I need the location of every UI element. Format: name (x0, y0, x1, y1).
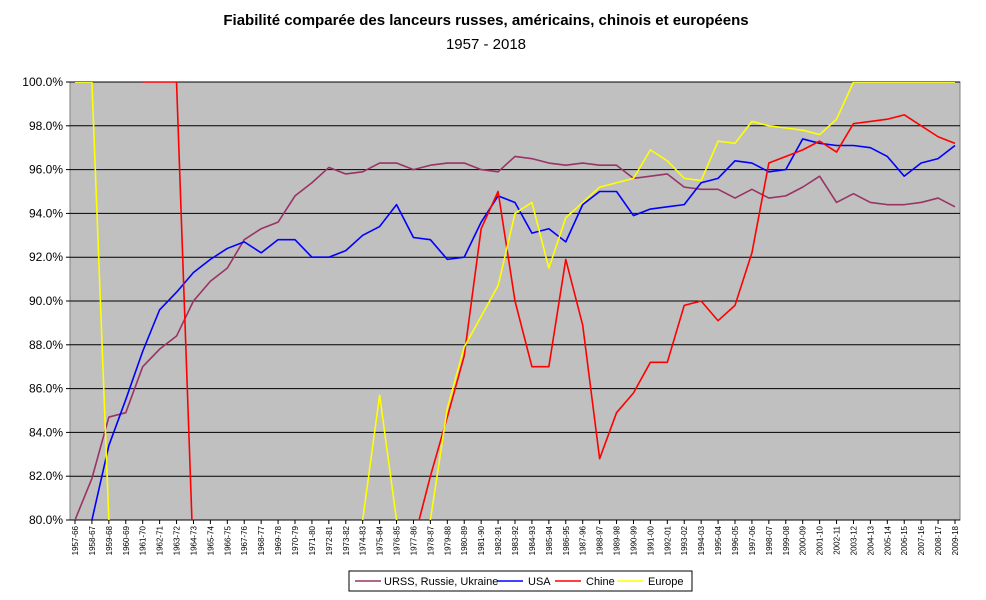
legend: URSS, Russie, Ukraine USA Chine Europe (348, 570, 693, 592)
x-tick-label: 1972-81 (325, 525, 334, 555)
x-tick-label: 1992-01 (663, 525, 672, 555)
y-tick-label: 100.0% (22, 75, 63, 89)
legend-label-usa: USA (528, 576, 551, 588)
y-tick-label: 96.0% (29, 163, 63, 177)
y-tick-label: 98.0% (29, 119, 63, 133)
x-tick-label: 1967-76 (240, 525, 249, 555)
x-tick-label: 1959-68 (105, 525, 114, 555)
x-tick-label: 1998-07 (765, 525, 774, 555)
x-tick-label: 2001-10 (816, 525, 825, 555)
y-tick-label: 90.0% (29, 294, 63, 308)
x-tick-label: 1966-75 (223, 525, 232, 555)
y-axis: 80.0% 82.0% 84.0% 86.0% 88.0% 90.0% 92.0% 94.0%… (22, 75, 70, 527)
x-tick-label: 1975-84 (376, 525, 385, 555)
y-tick-label: 86.0% (29, 382, 63, 396)
x-tick-label: 1995-04 (714, 525, 723, 555)
x-tick-label: 1957-66 (71, 525, 80, 555)
x-tick-label: 1991-00 (646, 525, 655, 555)
x-tick-label: 2006-15 (900, 525, 909, 555)
series-line-1 (91, 138, 956, 520)
x-tick-label: 1969-78 (274, 525, 283, 555)
y-tick-label: 80.0% (29, 513, 63, 527)
x-tick-label: 1970-79 (291, 525, 300, 555)
legend-label-europe: Europe (648, 576, 683, 588)
x-tick-label: 1983-92 (511, 525, 520, 555)
x-tick-label: 2008-17 (934, 525, 943, 555)
y-tick-label: 82.0% (29, 469, 63, 483)
chart-subtitle: 1957 - 2018 (446, 36, 526, 53)
x-axis: 1957-66 1958-67 1959-68 1960-69 1961-70 1962-… (70, 519, 960, 555)
y-tick-label: 92.0% (29, 250, 63, 264)
x-tick-label: 1994-03 (697, 525, 706, 555)
x-tick-label: 1971-80 (308, 525, 317, 555)
y-tick-label: 84.0% (29, 425, 63, 439)
y-tick-label: 88.0% (29, 338, 63, 352)
x-tick-label: 1981-90 (477, 525, 486, 555)
x-tick-label: 1986-95 (562, 525, 571, 555)
x-tick-label: 1996-05 (731, 525, 740, 555)
x-tick-label: 1987-96 (579, 525, 588, 555)
series-line-0 (74, 155, 956, 520)
series-lines (74, 82, 956, 520)
x-tick-label: 2000-09 (799, 525, 808, 555)
chart-title: Fiabilité comparée des lanceurs russes, … (223, 12, 748, 29)
x-tick-label: 1982-91 (494, 525, 503, 555)
x-tick-label: 1984-93 (528, 525, 537, 555)
x-tick-label: 1976-85 (393, 525, 402, 555)
x-tick-label: 1989-98 (613, 525, 622, 555)
legend-label-urss: URSS, Russie, Ukraine (384, 576, 498, 588)
y-tick-label: 94.0% (29, 206, 63, 220)
x-tick-label: 2007-16 (917, 525, 926, 555)
x-tick-label: 2004-13 (866, 525, 875, 555)
x-tick-label: 2005-14 (883, 525, 892, 555)
x-tick-label: 2003-12 (849, 525, 858, 555)
x-tick-label: 1978-87 (426, 525, 435, 555)
x-tick-label: 1963-72 (173, 525, 182, 555)
legend-label-chine: Chine (586, 576, 615, 588)
x-tick-label: 2009-18 (951, 525, 960, 555)
series-line-3 (75, 82, 955, 520)
x-tick-label: 1985-94 (545, 525, 554, 555)
series-line-2 (142, 82, 956, 520)
x-tick-label: 1993-02 (680, 525, 689, 555)
x-tick-label: 1999-08 (782, 525, 791, 555)
x-tick-label: 1968-77 (257, 525, 266, 555)
x-tick-label: 1997-06 (748, 525, 757, 555)
x-tick-label: 1962-71 (156, 525, 165, 555)
x-tick-label: 1979-88 (443, 525, 452, 555)
x-tick-label: 1960-69 (122, 525, 131, 555)
x-tick-label: 1961-70 (139, 525, 148, 555)
x-tick-label: 1973-82 (342, 525, 351, 555)
x-tick-label: 2002-11 (833, 525, 842, 554)
x-tick-label: 1964-73 (189, 525, 198, 555)
x-tick-label: 1980-89 (460, 525, 469, 555)
x-tick-label: 1958-67 (88, 525, 97, 555)
x-tick-label: 1988-97 (596, 525, 605, 555)
x-tick-label: 1965-74 (206, 525, 215, 555)
x-tick-label: 1974-83 (359, 525, 368, 555)
x-tick-label: 1990-99 (629, 525, 638, 555)
x-tick-label: 1977-86 (409, 525, 418, 555)
